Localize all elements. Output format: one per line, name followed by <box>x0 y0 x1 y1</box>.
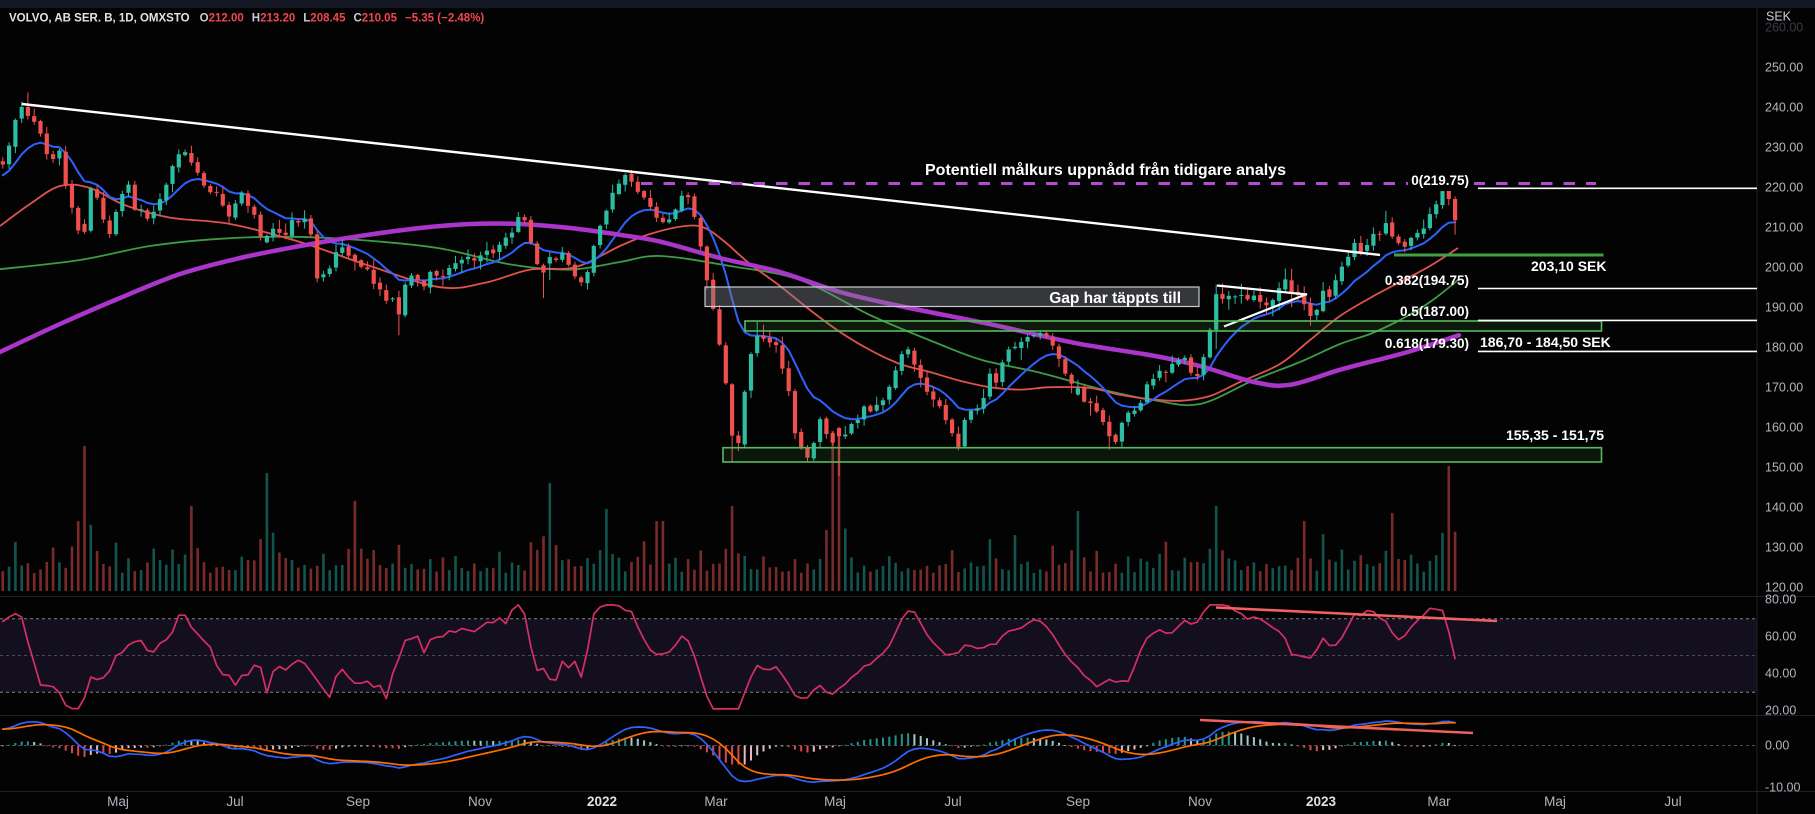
svg-text:Sep: Sep <box>346 794 370 809</box>
svg-text:190.00: 190.00 <box>1765 300 1803 314</box>
svg-text:-10.00: -10.00 <box>1765 780 1800 794</box>
svg-text:0.5(187.00): 0.5(187.00) <box>1400 304 1469 319</box>
svg-text:200.00: 200.00 <box>1765 260 1803 274</box>
svg-text:0.618(179.30): 0.618(179.30) <box>1385 336 1469 351</box>
svg-text:Gap har täppts till: Gap har täppts till <box>1049 290 1181 307</box>
svg-text:130.00: 130.00 <box>1765 540 1803 554</box>
svg-text:220.00: 220.00 <box>1765 180 1803 194</box>
svg-text:SEK: SEK <box>1766 9 1792 23</box>
svg-text:40.00: 40.00 <box>1765 666 1796 680</box>
svg-text:Jul: Jul <box>226 794 243 809</box>
svg-text:240.00: 240.00 <box>1765 100 1803 114</box>
svg-text:250.00: 250.00 <box>1765 60 1803 74</box>
svg-text:Jul: Jul <box>944 794 961 809</box>
svg-text:186,70 - 184,50 SEK: 186,70 - 184,50 SEK <box>1480 334 1611 350</box>
svg-text:120.00: 120.00 <box>1765 580 1803 594</box>
svg-text:0.382(194.75): 0.382(194.75) <box>1385 273 1469 288</box>
svg-text:Jul: Jul <box>1664 794 1681 809</box>
svg-text:170.00: 170.00 <box>1765 380 1803 394</box>
svg-text:180.00: 180.00 <box>1765 340 1803 354</box>
svg-text:2022: 2022 <box>587 794 617 809</box>
svg-text:Maj: Maj <box>107 794 129 809</box>
svg-text:0(219.75): 0(219.75) <box>1411 173 1469 188</box>
svg-text:Sep: Sep <box>1066 794 1090 809</box>
svg-text:2023: 2023 <box>1306 794 1337 809</box>
svg-text:Mar: Mar <box>704 794 728 809</box>
svg-text:Nov: Nov <box>1188 794 1212 809</box>
svg-text:Potentiell målkurs uppnådd frå: Potentiell målkurs uppnådd från tidigare… <box>925 161 1286 179</box>
svg-text:260.00: 260.00 <box>1765 20 1803 34</box>
svg-text:60.00: 60.00 <box>1765 629 1796 643</box>
svg-text:230.00: 230.00 <box>1765 140 1803 154</box>
svg-text:140.00: 140.00 <box>1765 500 1803 514</box>
svg-text:203,10 SEK: 203,10 SEK <box>1531 258 1607 274</box>
svg-text:Maj: Maj <box>824 794 846 809</box>
svg-text:80.00: 80.00 <box>1765 592 1796 606</box>
svg-text:210.00: 210.00 <box>1765 220 1803 234</box>
svg-text:Maj: Maj <box>1544 794 1566 809</box>
svg-text:160.00: 160.00 <box>1765 420 1803 434</box>
svg-text:0.00: 0.00 <box>1765 738 1789 752</box>
svg-text:150.00: 150.00 <box>1765 460 1803 474</box>
svg-text:Nov: Nov <box>468 794 492 809</box>
svg-text:Mar: Mar <box>1427 794 1451 809</box>
svg-text:20.00: 20.00 <box>1765 703 1796 717</box>
svg-text:155,35 - 151,75: 155,35 - 151,75 <box>1506 427 1604 443</box>
